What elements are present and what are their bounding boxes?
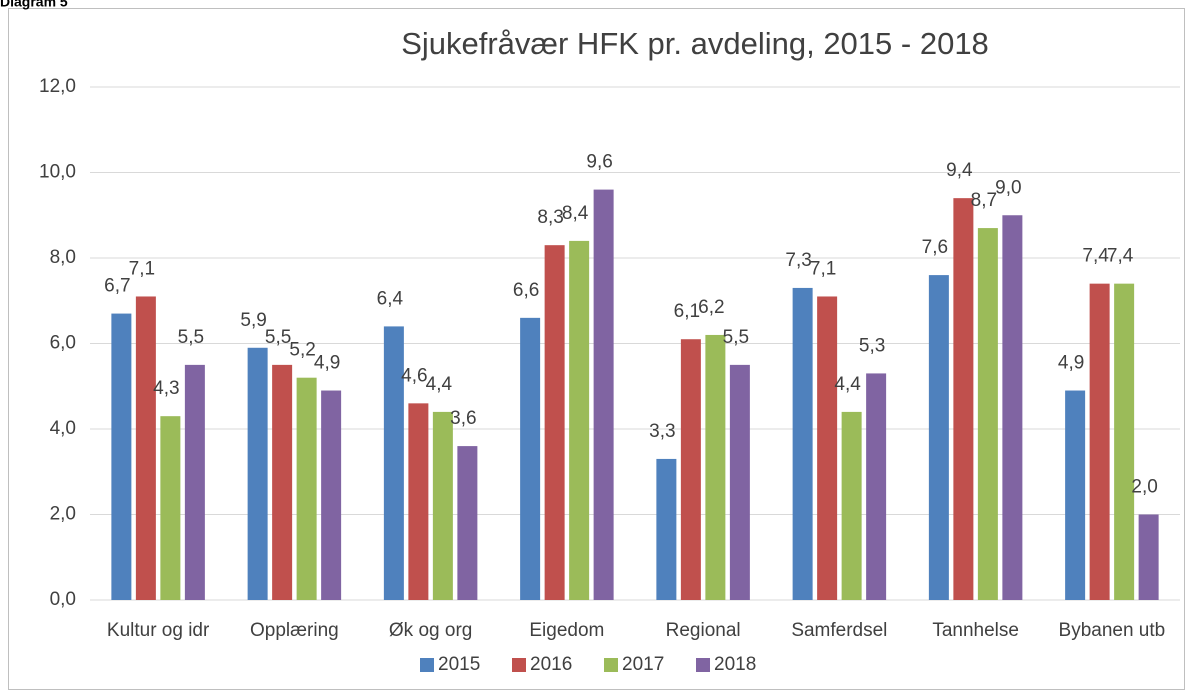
y-tick-label: 4,0: [50, 418, 76, 439]
x-tick-label: Kultur og idr: [107, 620, 210, 641]
value-label: 5,5: [178, 327, 204, 348]
legend-label: 2017: [622, 654, 664, 675]
bar: [953, 198, 974, 600]
bar: [792, 287, 813, 600]
value-label: 3,6: [450, 408, 476, 429]
value-label: 7,4: [1107, 246, 1134, 267]
heading: Diagram 5: [0, 0, 68, 10]
bar: [593, 189, 614, 600]
bar: [1114, 283, 1135, 600]
bar: [1065, 390, 1086, 600]
value-label: 4,9: [1058, 353, 1084, 374]
value-label: 5,5: [265, 327, 291, 348]
value-label: 2,0: [1131, 477, 1157, 498]
bar: [408, 403, 429, 600]
bar: [841, 411, 862, 600]
x-tick-label: Øk og org: [389, 620, 472, 641]
bar: [272, 364, 293, 600]
value-label: 7,3: [785, 250, 811, 271]
legend-swatch: [512, 658, 526, 672]
value-label: 6,6: [513, 280, 539, 301]
bar: [569, 240, 590, 600]
bar: [296, 377, 317, 600]
x-tick-label: Eigedom: [529, 620, 604, 641]
value-label: 4,4: [834, 374, 861, 395]
bar: [544, 245, 565, 601]
value-label: 9,6: [586, 152, 612, 173]
bar: [680, 339, 701, 600]
bar: [1002, 215, 1023, 600]
bar: [383, 326, 404, 600]
bar: [160, 416, 181, 600]
bar: [457, 446, 478, 600]
bar: [321, 390, 342, 600]
value-label: 7,4: [1082, 246, 1109, 267]
value-label: 8,7: [971, 190, 997, 211]
legend-label: 2015: [438, 654, 480, 675]
bar: [135, 296, 156, 600]
bar: [817, 296, 838, 600]
chart-title: Sjukefråvær HFK pr. avdeling, 2015 - 201…: [401, 26, 989, 61]
value-label: 7,1: [129, 258, 155, 279]
value-label: 8,4: [562, 203, 589, 224]
value-label: 4,4: [426, 374, 453, 395]
y-tick-label: 12,0: [39, 76, 76, 97]
x-tick-label: Opplæring: [250, 620, 339, 641]
legend-swatch: [696, 658, 710, 672]
value-label: 6,1: [674, 301, 700, 322]
bar: [520, 317, 541, 600]
bar: [247, 347, 268, 600]
x-tick-label: Samferdsel: [791, 620, 887, 641]
y-tick-label: 2,0: [50, 504, 76, 525]
x-tick-label: Tannhelse: [932, 620, 1019, 641]
value-label: 9,0: [995, 177, 1021, 198]
bar: [1089, 283, 1110, 600]
value-label: 4,6: [401, 365, 427, 386]
value-label: 5,5: [723, 327, 749, 348]
bar: [111, 313, 132, 600]
bar: [705, 334, 726, 600]
value-label: 5,3: [859, 335, 885, 356]
bar: [866, 373, 887, 600]
value-label: 9,4: [946, 160, 973, 181]
legend-swatch: [604, 658, 618, 672]
legend-label: 2018: [714, 654, 756, 675]
y-tick-label: 0,0: [50, 589, 76, 610]
value-label: 4,9: [314, 353, 340, 374]
value-label: 5,2: [289, 340, 315, 361]
x-tick-label: Bybanen utb: [1059, 620, 1166, 641]
legend-label: 2016: [530, 654, 572, 675]
value-label: 7,1: [810, 258, 836, 279]
bar: [656, 458, 677, 600]
value-label: 6,7: [104, 276, 130, 297]
y-tick-label: 10,0: [39, 162, 76, 183]
y-tick-label: 8,0: [50, 247, 76, 268]
bar: [1138, 514, 1159, 600]
bar: [928, 275, 949, 600]
bar: [977, 228, 998, 600]
value-label: 5,9: [240, 310, 266, 331]
x-tick-label: Regional: [666, 620, 741, 641]
value-label: 6,2: [698, 297, 724, 318]
y-tick-label: 6,0: [50, 333, 76, 354]
bar: [729, 364, 750, 600]
value-label: 4,3: [153, 378, 179, 399]
value-label: 7,6: [922, 237, 948, 258]
value-label: 3,3: [649, 421, 675, 442]
value-label: 8,3: [537, 207, 563, 228]
value-label: 6,4: [377, 288, 404, 309]
legend-swatch: [420, 658, 434, 672]
bar: [184, 364, 205, 600]
bar: [432, 411, 453, 600]
